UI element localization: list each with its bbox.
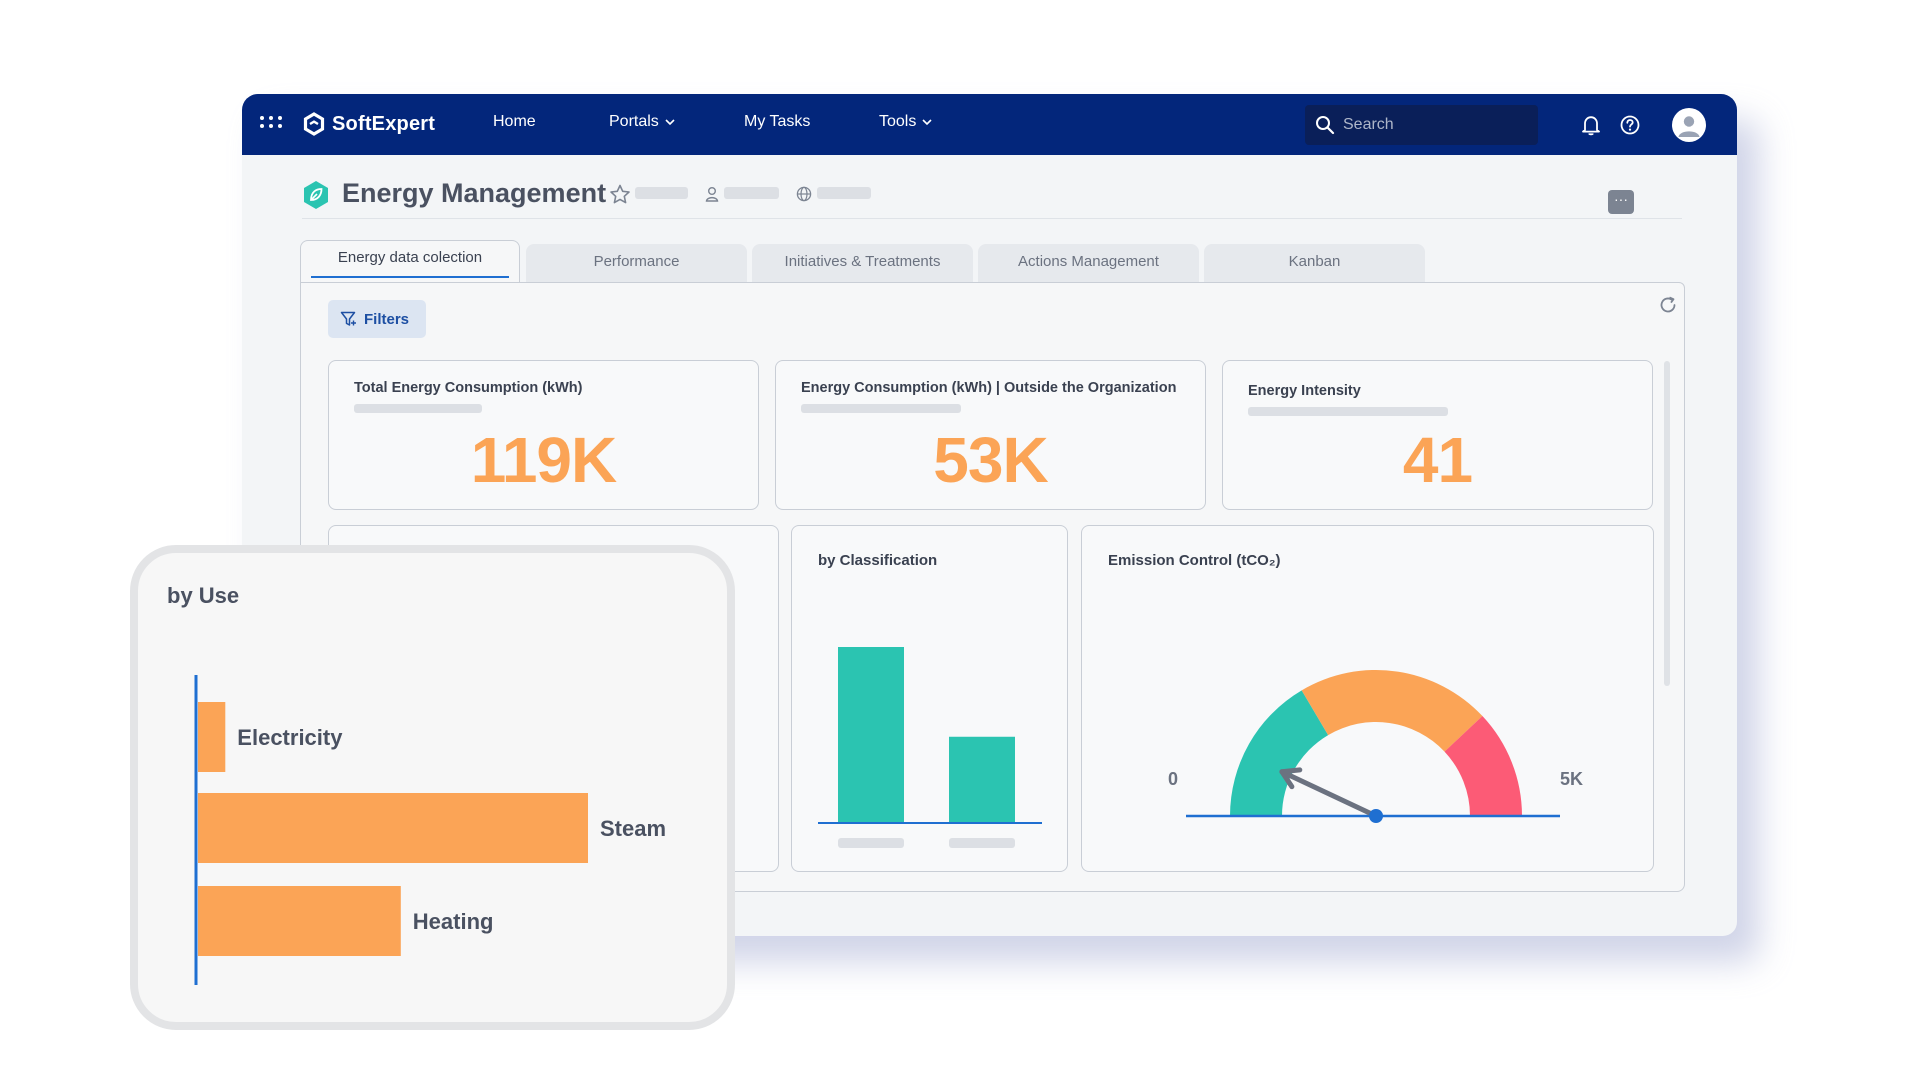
emission-gauge-chart: 0 5K <box>1168 670 1583 823</box>
brand-name: SoftExpert <box>332 112 436 135</box>
nav-tools[interactable]: Tools <box>879 113 932 131</box>
nav-home-label: Home <box>493 113 536 130</box>
search-box[interactable] <box>1305 105 1538 145</box>
category-label-placeholder <box>838 838 904 848</box>
by-use-chart-card: by Use Electricity Steam Heating <box>130 545 735 1030</box>
kpi-subtitle-placeholder <box>354 404 482 413</box>
nav-my-tasks[interactable]: My Tasks <box>744 113 810 131</box>
kpi-card-total-energy: Total Energy Consumption (kWh) 119K <box>328 360 759 510</box>
gauge-needle-head <box>1279 767 1303 790</box>
use-bar <box>198 702 226 772</box>
page-title: Energy Management <box>342 178 607 208</box>
chart-card-by-classification: by Classification <box>791 525 1068 872</box>
page-header: Energy Management <box>302 174 1682 219</box>
chart-title: by Classification <box>818 552 938 569</box>
user-silhouette-icon <box>1678 116 1700 137</box>
vertical-scrollbar[interactable] <box>1664 361 1670 686</box>
top-navigation-bar: SoftExpert Home Portals My Tasks Tools <box>242 94 1737 155</box>
kpi-value: 41 <box>1402 424 1473 496</box>
tab-performance[interactable]: Performance <box>526 244 747 282</box>
chevron-down-icon <box>922 119 932 126</box>
tab-kanban[interactable]: Kanban <box>1204 244 1425 282</box>
refresh-icon[interactable] <box>1658 295 1678 315</box>
kpi-value: 53K <box>933 424 1048 496</box>
filter-icon <box>340 311 356 326</box>
nav-my-tasks-label: My Tasks <box>744 113 811 130</box>
kpi-title: Energy Intensity <box>1248 383 1361 399</box>
search-icon <box>1316 116 1335 135</box>
gauge-band <box>1230 690 1329 816</box>
by-use-bar-chart: Electricity Steam Heating <box>194 675 666 985</box>
use-bar <box>198 793 588 863</box>
tab-initiatives-treatments[interactable]: Initiatives & Treatments <box>752 244 973 282</box>
classification-bar-chart <box>818 647 1042 848</box>
gauge-band <box>1301 670 1483 752</box>
gauge-band <box>1444 716 1522 816</box>
help-icon[interactable] <box>1619 114 1641 136</box>
apps-grid-icon[interactable] <box>260 116 284 134</box>
classification-bar <box>949 736 1015 823</box>
nav-tools-label: Tools <box>879 113 917 130</box>
leaf-shield-icon <box>304 181 328 209</box>
chart-card-emission-control: Emission Control (tCO₂) 0 5K <box>1081 525 1654 872</box>
tab-actions-management[interactable]: Actions Management <box>978 244 1199 282</box>
category-label-placeholder <box>949 838 1015 848</box>
use-bar-label: Electricity <box>237 725 343 750</box>
kpi-title: Energy Consumption (kWh) | Outside the O… <box>801 380 1177 396</box>
bell-icon[interactable] <box>1581 114 1601 136</box>
chevron-down-icon <box>665 119 675 126</box>
gauge-needle <box>1279 769 1379 819</box>
meta-placeholder <box>724 187 779 199</box>
nav-portals-label: Portals <box>609 113 659 130</box>
meta-placeholder <box>817 187 871 199</box>
tab-energy-data-colection[interactable]: Energy data colection <box>300 240 520 282</box>
use-bar-label: Steam <box>600 816 666 841</box>
chart-title: by Use <box>167 583 240 608</box>
meta-placeholder <box>635 187 688 199</box>
more-options-button[interactable]: ··· <box>1608 190 1634 214</box>
use-bar <box>198 886 401 956</box>
chart-title: Emission Control (tCO₂) <box>1108 552 1281 569</box>
nav-home[interactable]: Home <box>493 113 536 131</box>
brand-logo[interactable]: SoftExpert <box>302 110 435 138</box>
kpi-title: Total Energy Consumption (kWh) <box>354 380 583 396</box>
globe-icon <box>796 186 812 202</box>
kpi-subtitle-placeholder <box>1248 407 1448 416</box>
filters-button[interactable]: Filters <box>328 300 426 338</box>
user-avatar-icon[interactable] <box>1672 108 1706 142</box>
kpi-card-energy-intensity: Energy Intensity 41 <box>1222 360 1653 510</box>
kpi-subtitle-placeholder <box>801 404 961 413</box>
filters-label: Filters <box>364 310 410 328</box>
use-bar-label: Heating <box>413 909 494 934</box>
search-input[interactable] <box>1343 116 1523 134</box>
kpi-card-outside-organization: Energy Consumption (kWh) | Outside the O… <box>775 360 1206 510</box>
gauge-pivot <box>1369 809 1383 823</box>
gauge-max-label: 5K <box>1560 769 1583 789</box>
softexpert-logo-icon <box>303 112 325 136</box>
user-icon <box>705 187 719 202</box>
nav-portals[interactable]: Portals <box>609 113 675 131</box>
gauge-min-label: 0 <box>1168 769 1178 789</box>
classification-bar <box>838 647 904 823</box>
kpi-value: 119K <box>470 424 617 496</box>
favorite-star-icon[interactable] <box>609 184 631 205</box>
